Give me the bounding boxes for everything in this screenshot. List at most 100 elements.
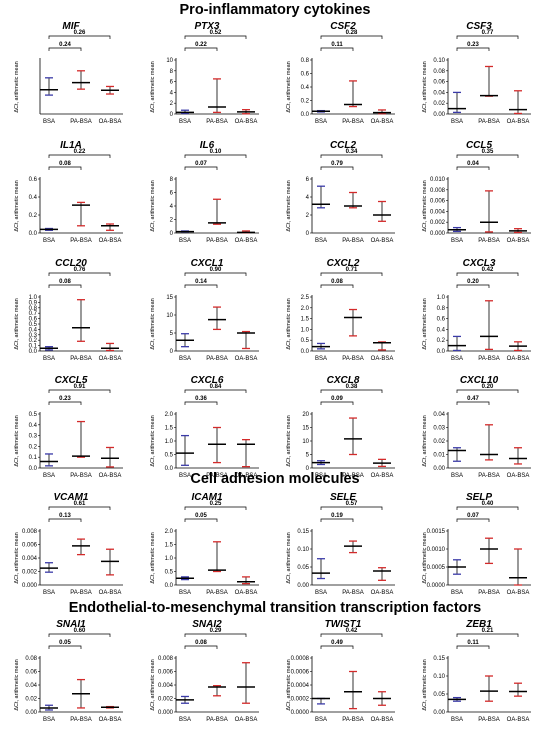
- y-axis-label: ΔCt, arithmetic mean: [422, 415, 428, 466]
- y-tick-label: 0.15: [297, 529, 309, 535]
- y-tick-label: 10: [302, 439, 309, 445]
- y-tick-label: 1.0: [301, 327, 310, 333]
- y-tick-label: 6: [170, 191, 174, 197]
- chart-panel: CXCL8 ΔCt, arithmetic mean 0 5 10 15 20 BSA PA-B…: [286, 375, 395, 479]
- comparison-bracket: [184, 645, 218, 649]
- y-tick-label: 2.5: [301, 295, 310, 301]
- chart-title: ZEB1: [465, 619, 492, 630]
- x-tick-label: BSA: [43, 717, 55, 723]
- comparison-bracket: [184, 35, 247, 39]
- y-tick-label: 0.0: [301, 349, 310, 355]
- y-tick-label: 1.0: [29, 295, 38, 301]
- p-value-label: 0.34: [346, 149, 358, 155]
- chart-panel: ZEB1 ΔCt, arithmetic mean 0.00 0.05 0.10 0.15…: [422, 619, 531, 723]
- x-tick-label: OA-BSA: [507, 590, 530, 596]
- x-tick-label: OA-BSA: [507, 473, 530, 479]
- comparison-bracket: [320, 633, 383, 637]
- panels-layer: MIF ΔCt, arithmetic mean BSA PA-BSA OA-BSA 0.…: [14, 21, 531, 723]
- x-tick-label: PA-BSA: [206, 119, 228, 125]
- x-tick-label: PA-BSA: [342, 356, 364, 362]
- p-value-label: 0.19: [331, 513, 343, 519]
- y-tick-label: 0.00: [433, 112, 445, 118]
- comparison-bracket: [48, 633, 111, 637]
- p-value-label: 0.08: [195, 640, 207, 646]
- p-value-label: 0.20: [467, 279, 479, 285]
- x-tick-label: BSA: [315, 473, 327, 479]
- comparison-bracket: [456, 506, 519, 510]
- y-tick-label: 0.000: [158, 710, 174, 716]
- comparison-bracket: [456, 645, 490, 649]
- y-tick-label: 5: [170, 331, 174, 337]
- comparison-bracket: [456, 284, 490, 288]
- x-tick-label: BSA: [43, 590, 55, 596]
- comparison-bracket: [456, 166, 490, 170]
- p-value-label: 0.25: [210, 501, 222, 507]
- y-tick-label: 1.0: [165, 556, 174, 562]
- comparison-bracket: [320, 401, 354, 405]
- p-value-label: 0.38: [346, 384, 358, 390]
- y-tick-label: 10: [166, 58, 173, 64]
- x-tick-label: PA-BSA: [342, 590, 364, 596]
- comparison-bracket: [320, 506, 383, 510]
- x-tick-label: BSA: [315, 717, 327, 723]
- y-tick-label: 0.006: [22, 543, 38, 549]
- y-axis-label: ΔCt, arithmetic mean: [14, 659, 20, 710]
- p-value-label: 0.10: [210, 149, 222, 155]
- y-tick-label: 0.000: [430, 231, 446, 237]
- x-tick-label: BSA: [43, 356, 55, 362]
- p-value-label: 0.22: [195, 42, 207, 48]
- chart-panel: CXCL6 ΔCt, arithmetic mean 0.0 0.5 1.0 1.5 2.0…: [150, 375, 259, 479]
- y-tick-label: 0.2: [437, 338, 446, 344]
- x-tick-label: BSA: [179, 590, 191, 596]
- chart-title: CCL2: [330, 140, 357, 151]
- chart-panel: CSF3 ΔCt, arithmetic mean 0.00 0.02 0.04 0.06…: [422, 21, 531, 125]
- x-tick-label: BSA: [179, 717, 191, 723]
- comparison-bracket: [48, 518, 82, 522]
- comparison-bracket: [48, 506, 111, 510]
- x-tick-label: BSA: [451, 473, 463, 479]
- comparison-bracket: [184, 284, 218, 288]
- comparison-bracket: [184, 633, 247, 637]
- x-tick-label: BSA: [451, 238, 463, 244]
- y-tick-label: 0.10: [297, 547, 309, 553]
- y-tick-label: 0.05: [433, 692, 445, 698]
- y-tick-label: 0.0: [437, 349, 446, 355]
- y-tick-label: 20: [302, 412, 309, 418]
- y-tick-label: 2.0: [165, 412, 174, 418]
- p-value-label: 0.13: [59, 513, 71, 519]
- y-tick-label: 0.8: [29, 306, 38, 312]
- p-value-label: 0.47: [467, 396, 479, 402]
- x-tick-label: PA-BSA: [478, 717, 500, 723]
- x-tick-label: BSA: [179, 356, 191, 362]
- x-tick-label: OA-BSA: [235, 473, 258, 479]
- y-tick-label: 0.08: [433, 69, 445, 75]
- x-tick-label: OA-BSA: [371, 590, 394, 596]
- y-tick-label: 0.008: [158, 656, 174, 662]
- y-tick-label: 0: [306, 466, 310, 472]
- y-axis-label: ΔCt, arithmetic mean: [286, 298, 292, 349]
- p-value-label: 0.79: [331, 161, 343, 167]
- y-tick-label: 0.06: [433, 80, 445, 86]
- x-tick-label: OA-BSA: [371, 238, 394, 244]
- x-tick-label: PA-BSA: [70, 717, 92, 723]
- p-value-label: 0.71: [346, 267, 358, 273]
- y-tick-label: 1.0: [437, 295, 446, 301]
- x-tick-label: PA-BSA: [70, 356, 92, 362]
- y-axis-label: ΔCt, arithmetic mean: [150, 298, 156, 349]
- chart-panel: CCL2 ΔCt, arithmetic mean 0 2 4 6 BSA PA-BSA OA-…: [286, 140, 395, 244]
- chart-title: CSF3: [466, 21, 492, 32]
- x-tick-label: OA-BSA: [235, 238, 258, 244]
- x-tick-label: PA-BSA: [342, 717, 364, 723]
- p-value-label: 0.23: [59, 396, 71, 402]
- y-tick-label: 0.02: [25, 697, 37, 703]
- y-tick-label: 6: [170, 80, 174, 86]
- y-tick-label: 0.9: [29, 300, 38, 306]
- chart-panel: CXCL3 ΔCt, arithmetic mean 0.0 0.2 0.4 0.6 0.8…: [422, 258, 531, 362]
- y-tick-label: 0.00: [433, 710, 445, 716]
- x-tick-label: OA-BSA: [235, 717, 258, 723]
- p-value-label: 0.05: [195, 513, 207, 519]
- y-tick-label: 0.4: [29, 195, 38, 201]
- comparison-bracket: [320, 35, 383, 39]
- p-value-label: 0.91: [74, 384, 86, 390]
